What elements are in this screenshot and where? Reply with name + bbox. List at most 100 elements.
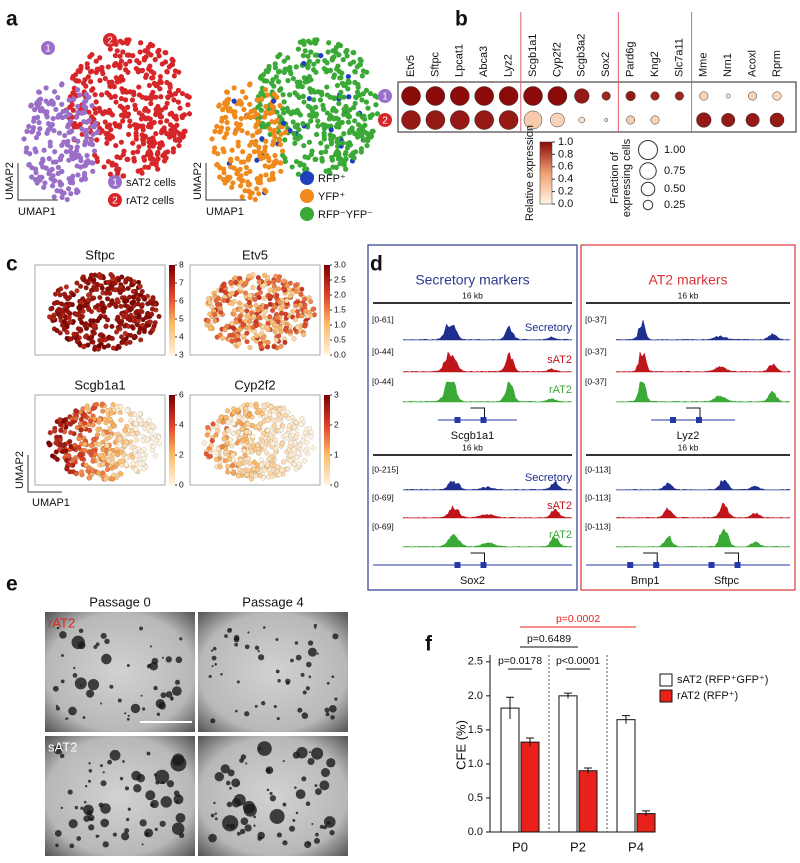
cell bbox=[308, 49, 313, 54]
track-name: sAT2 bbox=[547, 500, 572, 512]
cell bbox=[255, 410, 260, 415]
coverage-track bbox=[616, 382, 790, 402]
cell bbox=[127, 318, 132, 323]
colony bbox=[142, 843, 144, 845]
colorbar bbox=[540, 142, 552, 204]
track-range: [0-37] bbox=[585, 346, 607, 356]
cell bbox=[68, 430, 73, 435]
colorbar-tick-label: 0 bbox=[179, 479, 184, 489]
cell bbox=[279, 427, 284, 432]
cell bbox=[299, 314, 304, 319]
cell bbox=[120, 49, 125, 54]
cell bbox=[40, 158, 45, 163]
colony bbox=[301, 776, 306, 781]
cell bbox=[42, 148, 47, 153]
cell bbox=[127, 118, 132, 123]
cell bbox=[172, 73, 177, 78]
cell bbox=[90, 468, 95, 473]
cell bbox=[60, 195, 65, 200]
colorbar-tick-label: 4 bbox=[179, 419, 184, 429]
cell bbox=[185, 102, 190, 107]
cell bbox=[288, 458, 293, 463]
cell bbox=[88, 69, 93, 74]
cell bbox=[279, 311, 284, 316]
cell bbox=[117, 436, 122, 441]
cell bbox=[91, 459, 96, 464]
cell bbox=[136, 144, 141, 149]
cell bbox=[58, 417, 63, 422]
colony bbox=[156, 699, 165, 708]
cell bbox=[63, 304, 68, 309]
cell bbox=[42, 180, 47, 185]
cell bbox=[282, 59, 287, 64]
cell bbox=[122, 428, 127, 433]
cell bbox=[236, 341, 241, 346]
cell bbox=[103, 109, 108, 114]
dot bbox=[626, 116, 634, 124]
coverage-track bbox=[616, 480, 790, 490]
dot bbox=[548, 87, 567, 106]
colorbar-tick-label: 2 bbox=[179, 449, 184, 459]
cell bbox=[281, 92, 286, 97]
cell bbox=[82, 442, 87, 447]
dot bbox=[700, 92, 708, 100]
y-tick-label: 1.5 bbox=[468, 724, 483, 736]
cell bbox=[265, 345, 270, 350]
cell bbox=[235, 156, 240, 161]
cell bbox=[311, 62, 316, 67]
cell bbox=[142, 135, 147, 140]
cell bbox=[280, 148, 285, 153]
cell bbox=[118, 79, 123, 84]
cell bbox=[255, 467, 260, 472]
cell bbox=[158, 94, 163, 99]
scale-label: 16 kb bbox=[462, 442, 483, 452]
cell bbox=[153, 112, 158, 117]
cell bbox=[281, 279, 286, 284]
x-tick-label: P0 bbox=[512, 839, 528, 854]
colony bbox=[88, 780, 91, 783]
dot bbox=[574, 89, 589, 104]
colony bbox=[326, 712, 330, 716]
cell bbox=[86, 110, 91, 115]
cell bbox=[271, 279, 276, 284]
cell bbox=[351, 50, 356, 55]
dot bbox=[605, 118, 608, 121]
cell bbox=[302, 154, 307, 159]
bar bbox=[579, 771, 597, 832]
cell bbox=[96, 420, 101, 425]
cell bbox=[311, 446, 316, 451]
cell bbox=[122, 432, 127, 437]
legend-dot bbox=[300, 207, 314, 221]
cell bbox=[148, 151, 153, 156]
cell bbox=[32, 146, 37, 151]
cell bbox=[240, 194, 245, 199]
colorbar-tick-label: 7 bbox=[179, 277, 184, 287]
cell bbox=[318, 53, 323, 58]
row-label: rAT2 bbox=[48, 615, 75, 630]
cell bbox=[97, 442, 102, 447]
colony bbox=[290, 659, 294, 663]
legend-swatch bbox=[660, 690, 672, 702]
colony bbox=[89, 769, 93, 773]
cell bbox=[106, 435, 111, 440]
cell bbox=[228, 164, 233, 169]
cell bbox=[75, 288, 80, 293]
cell bbox=[137, 60, 142, 65]
cell bbox=[70, 458, 75, 463]
colony bbox=[315, 788, 322, 795]
cell bbox=[148, 116, 153, 121]
cell bbox=[298, 40, 303, 45]
tss-arrow bbox=[471, 408, 485, 417]
cell bbox=[282, 70, 287, 75]
cell bbox=[278, 300, 283, 305]
legend-text: RFP⁻YFP⁻ bbox=[318, 209, 373, 221]
cell bbox=[27, 151, 32, 156]
cell bbox=[264, 325, 269, 330]
cell bbox=[257, 280, 262, 285]
colony bbox=[124, 712, 126, 714]
cell bbox=[83, 176, 88, 181]
cell bbox=[305, 314, 310, 319]
cell bbox=[89, 335, 94, 340]
cell bbox=[150, 75, 155, 80]
cell bbox=[114, 167, 119, 172]
